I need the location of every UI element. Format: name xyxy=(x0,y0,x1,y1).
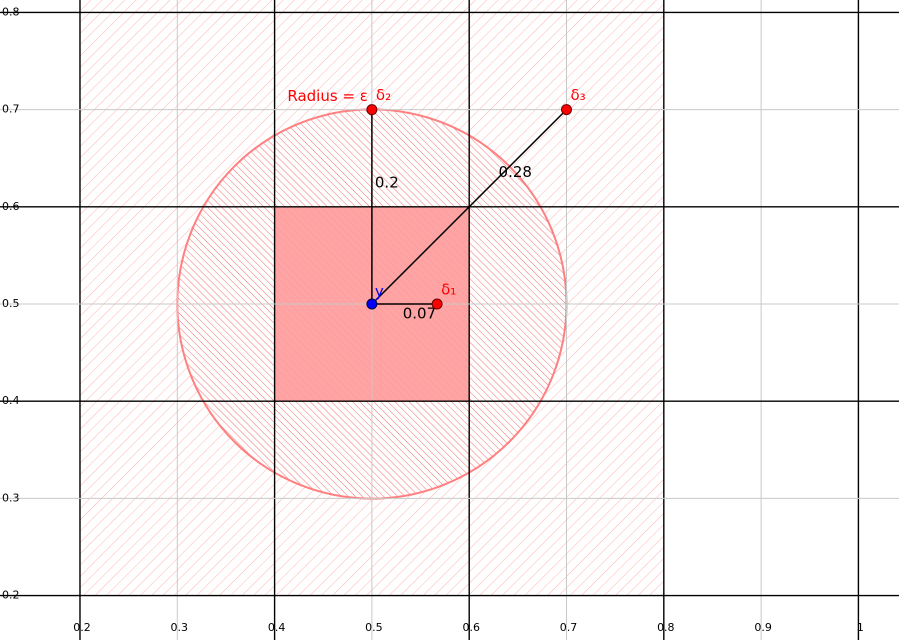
radius-label: Radius = ε xyxy=(287,87,368,105)
y-tick-label: 0.8 xyxy=(2,5,20,18)
point-label: δ₃ xyxy=(571,86,586,104)
x-tick-label: 0.4 xyxy=(268,621,286,634)
center-label: y xyxy=(375,283,384,301)
point xyxy=(431,298,443,310)
point xyxy=(366,104,378,116)
y-tick-label: 0.2 xyxy=(2,589,20,602)
point xyxy=(561,104,573,116)
point-label: δ₂ xyxy=(376,86,391,104)
distance-label: 0.07 xyxy=(403,305,436,323)
x-tick-label: 0.2 xyxy=(73,621,91,634)
distance-label: 0.2 xyxy=(375,174,399,192)
y-tick-label: 0.5 xyxy=(2,297,20,310)
y-tick-label: 0.6 xyxy=(2,200,20,213)
y-tick-label: 0.7 xyxy=(2,103,20,116)
y-tick-label: 0.3 xyxy=(2,491,20,504)
x-tick-label: 0.7 xyxy=(560,621,578,634)
x-tick-label: 0.5 xyxy=(365,621,383,634)
point-label: δ₁ xyxy=(441,281,456,299)
x-tick-label: 1 xyxy=(857,621,864,634)
y-tick-label: 0.4 xyxy=(2,394,20,407)
x-tick-label: 0.9 xyxy=(754,621,772,634)
distance-label: 0.28 xyxy=(499,163,532,181)
distance-segment xyxy=(371,109,568,305)
center-point xyxy=(366,298,378,310)
x-tick-label: 0.3 xyxy=(171,621,189,634)
x-tick-label: 0.8 xyxy=(657,621,675,634)
objects: 0.07 0.2 0.28 δ₁ δ₂ δ₃ y Radius = ε xyxy=(287,86,585,322)
x-tick-label: 0.6 xyxy=(462,621,480,634)
